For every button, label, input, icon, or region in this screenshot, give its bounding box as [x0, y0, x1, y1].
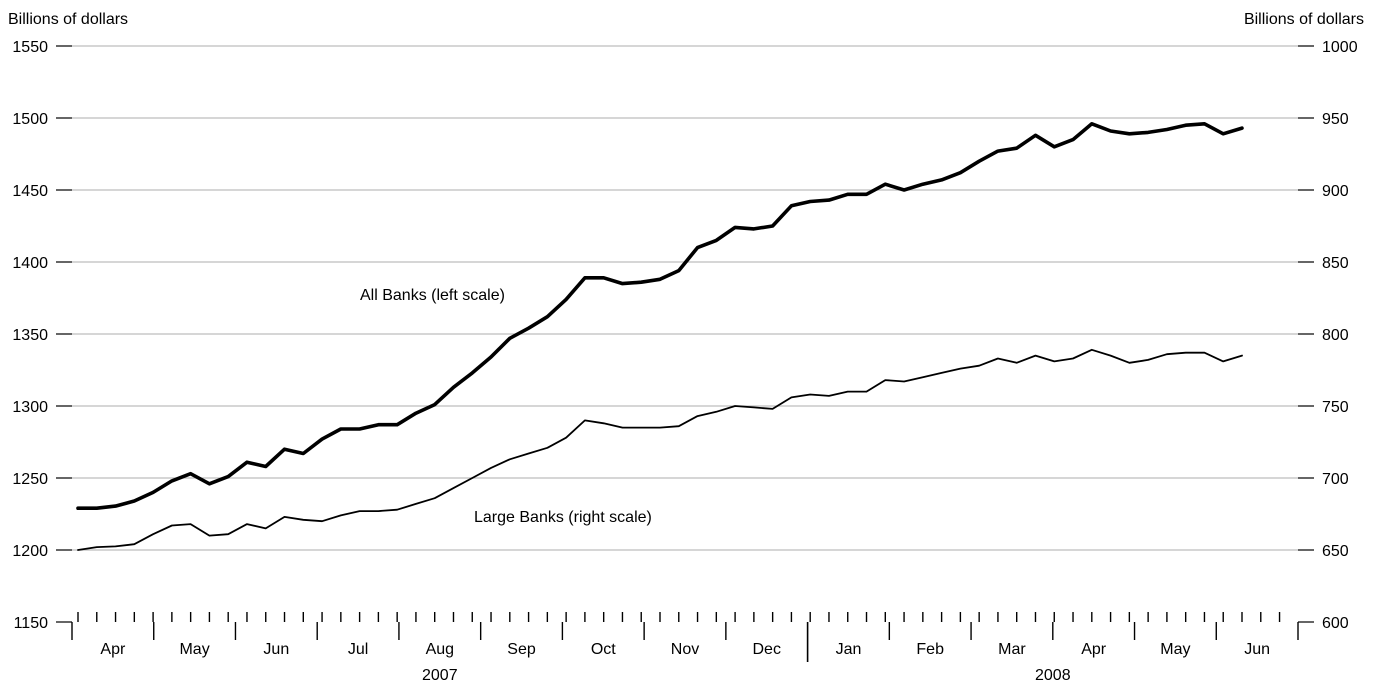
month-label: Jan [836, 641, 862, 658]
right-tick-label: 650 [1322, 543, 1349, 560]
month-label: Sep [507, 641, 536, 658]
left-tick-label: 1350 [12, 327, 48, 344]
large-banks-line [77, 348, 1243, 551]
right-axis-title: Billions of dollars [1244, 11, 1364, 28]
right-tick-label: 750 [1322, 399, 1349, 416]
month-label: Apr [1081, 641, 1107, 658]
month-label: Feb [916, 641, 944, 658]
month-label: May [179, 641, 209, 658]
month-label: Jun [263, 641, 289, 658]
left-tick-label: 1500 [12, 111, 48, 128]
right-tick-label: 900 [1322, 183, 1349, 200]
gridlines [72, 45, 1298, 551]
month-label: Jul [348, 641, 368, 658]
left-tick-label: 1400 [12, 255, 48, 272]
month-label: Nov [671, 641, 699, 658]
month-label: Apr [100, 641, 126, 658]
right-tick-label: 700 [1322, 471, 1349, 488]
left-axis: 1150 1200 1250 1300 1350 1400 1450 1500 1550 [12, 39, 72, 632]
all-banks-label: All Banks (left scale) [360, 287, 505, 304]
right-axis: 600 650 700 750 800 850 900 950 1000 [1298, 39, 1358, 632]
left-tick-label: 1300 [12, 399, 48, 416]
left-tick-label: 1250 [12, 471, 48, 488]
year-label: 2008 [1035, 667, 1071, 683]
year-label: 2007 [422, 667, 458, 683]
all-banks-line [76, 122, 1244, 511]
month-label: Dec [753, 641, 781, 658]
month-label: Jun [1244, 641, 1270, 658]
left-tick-label: 1150 [14, 615, 49, 632]
month-label: Mar [998, 641, 1026, 658]
month-label: May [1160, 641, 1190, 658]
series-layer [76, 122, 1244, 551]
right-tick-label: 1000 [1322, 39, 1358, 56]
left-tick-label: 1200 [12, 543, 48, 560]
x-axis: Apr May Jun Jul Aug Sep Oct Nov Dec Jan Feb Mar Apr M… [71, 612, 1299, 683]
right-tick-label: 800 [1322, 327, 1349, 344]
large-banks-label: Large Banks (right scale) [474, 509, 652, 526]
left-tick-label: 1450 [12, 183, 48, 200]
month-label: Oct [591, 641, 616, 658]
left-tick-label: 1550 [12, 39, 48, 56]
right-tick-label: 950 [1322, 111, 1349, 128]
right-tick-label: 850 [1322, 255, 1349, 272]
left-axis-title: Billions of dollars [8, 11, 128, 28]
right-tick-label: 600 [1322, 615, 1349, 632]
month-label: Aug [426, 641, 454, 658]
